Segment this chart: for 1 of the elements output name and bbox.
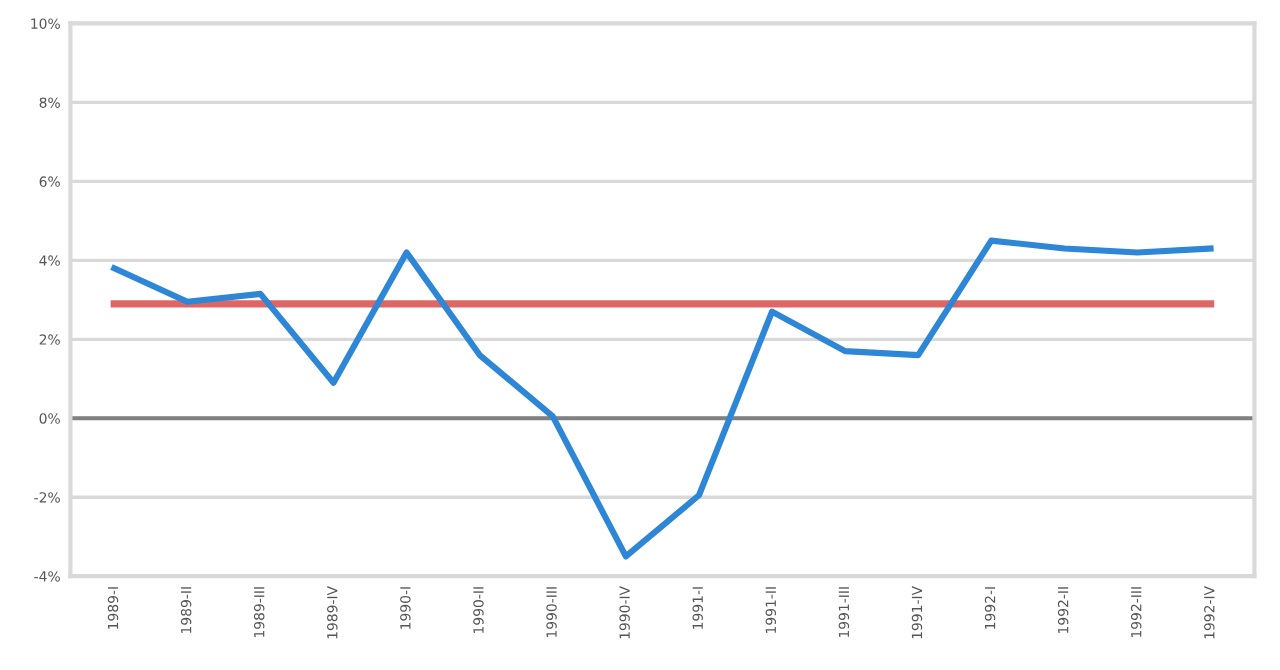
line-series xyxy=(111,237,1214,560)
